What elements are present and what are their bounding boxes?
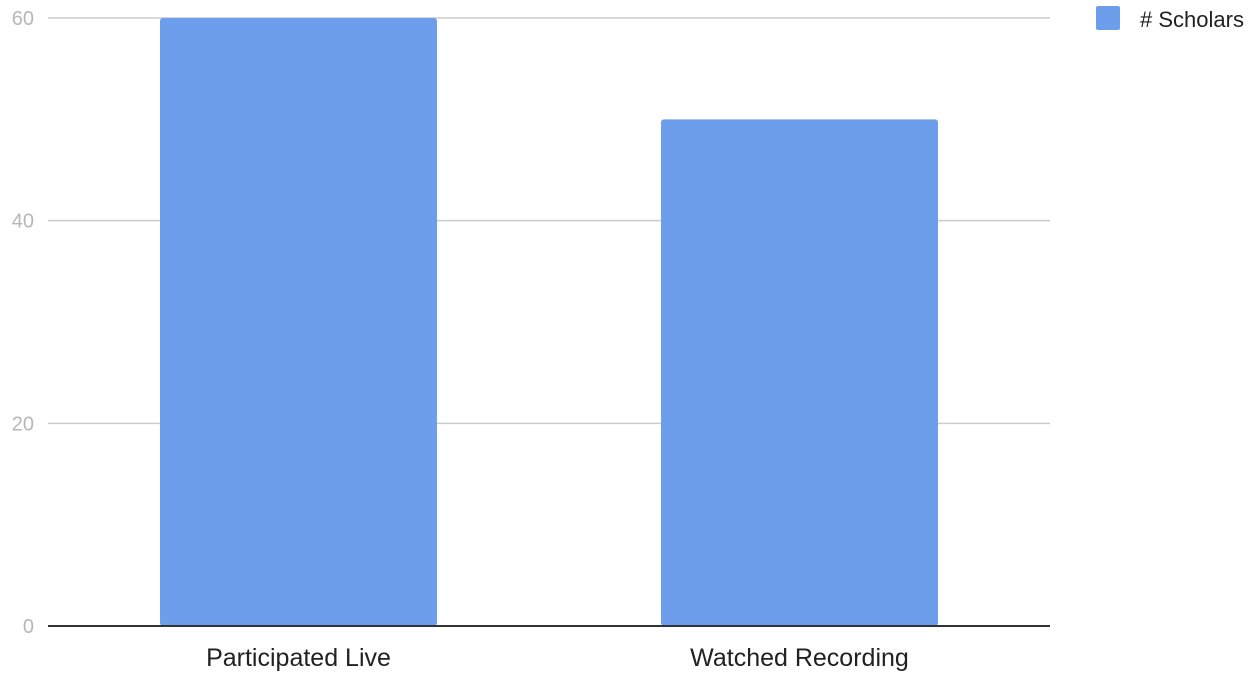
y-tick-label: 20	[12, 413, 34, 435]
bar[interactable]	[661, 119, 938, 626]
legend-label: # Scholars	[1140, 7, 1244, 32]
y-tick-label: 60	[12, 8, 34, 30]
legend-swatch	[1096, 6, 1120, 30]
legend[interactable]: # Scholars	[1096, 6, 1244, 32]
y-tick-label: 40	[12, 211, 34, 233]
y-tick-labels: 0 20 40 60	[12, 8, 34, 638]
x-tick-label: Participated Live	[206, 644, 391, 672]
bar[interactable]	[160, 18, 437, 626]
x-tick-label: Watched Recording	[690, 644, 909, 672]
x-tick-labels: Participated Live Watched Recording	[206, 644, 909, 672]
y-tick-label: 0	[23, 616, 34, 638]
bars	[160, 18, 938, 626]
